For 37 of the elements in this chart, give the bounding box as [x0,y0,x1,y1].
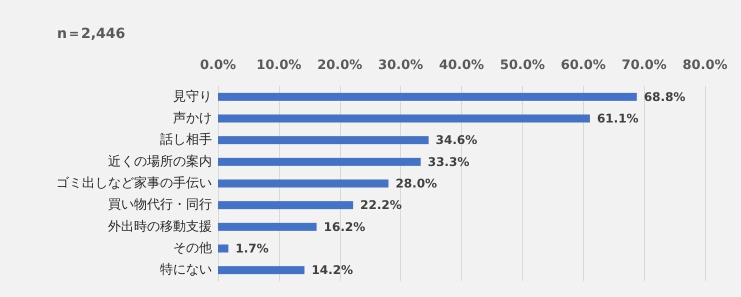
y-tick-label: 外出時の移動支援 [108,219,212,234]
x-tick-label: 0.0% [200,58,236,73]
data-label: 33.3% [428,154,470,169]
bar [218,180,388,188]
x-tick-label: 20.0% [317,58,362,73]
y-tick-label: その他 [173,241,212,256]
bar [218,244,228,252]
y-tick-label: 話し相手 [160,132,212,148]
y-tick-label: 特にない [160,262,212,278]
x-tick-label: 40.0% [438,58,484,73]
bar [218,201,354,210]
x-tick-label: 30.0% [378,58,424,73]
text: n＝2,446 [57,26,126,42]
data-label: 16.2% [324,220,366,234]
y-tick-label: 見守り [173,89,212,104]
y-tick-label: ゴミ出しなど家事の手伝い [56,175,212,191]
y-tick-label: 近くの場所の案内 [108,153,212,170]
data-label: 1.7% [235,242,269,256]
data-label: 34.6% [436,133,478,148]
data-label: 14.2% [311,263,354,278]
data-label: 22.2% [360,198,402,212]
bar [218,158,421,166]
bar [218,114,590,122]
x-tick-label: 60.0% [560,58,606,73]
data-label: 68.8% [644,90,686,104]
bar [218,222,317,231]
x-tick-label: 50.0% [500,58,545,73]
bar [218,136,429,144]
y-tick-label: 買い物代行・同行 [108,198,212,213]
y-tick-label: 声かけ [173,111,212,126]
x-tick-label: 10.0% [256,58,302,73]
x-tick-label: 80.0% [682,58,728,73]
bar [218,266,304,274]
data-label: 61.1% [596,112,639,126]
bar [218,92,637,101]
x-tick-label: 70.0% [622,58,667,73]
data-label: 28.0% [395,176,438,190]
